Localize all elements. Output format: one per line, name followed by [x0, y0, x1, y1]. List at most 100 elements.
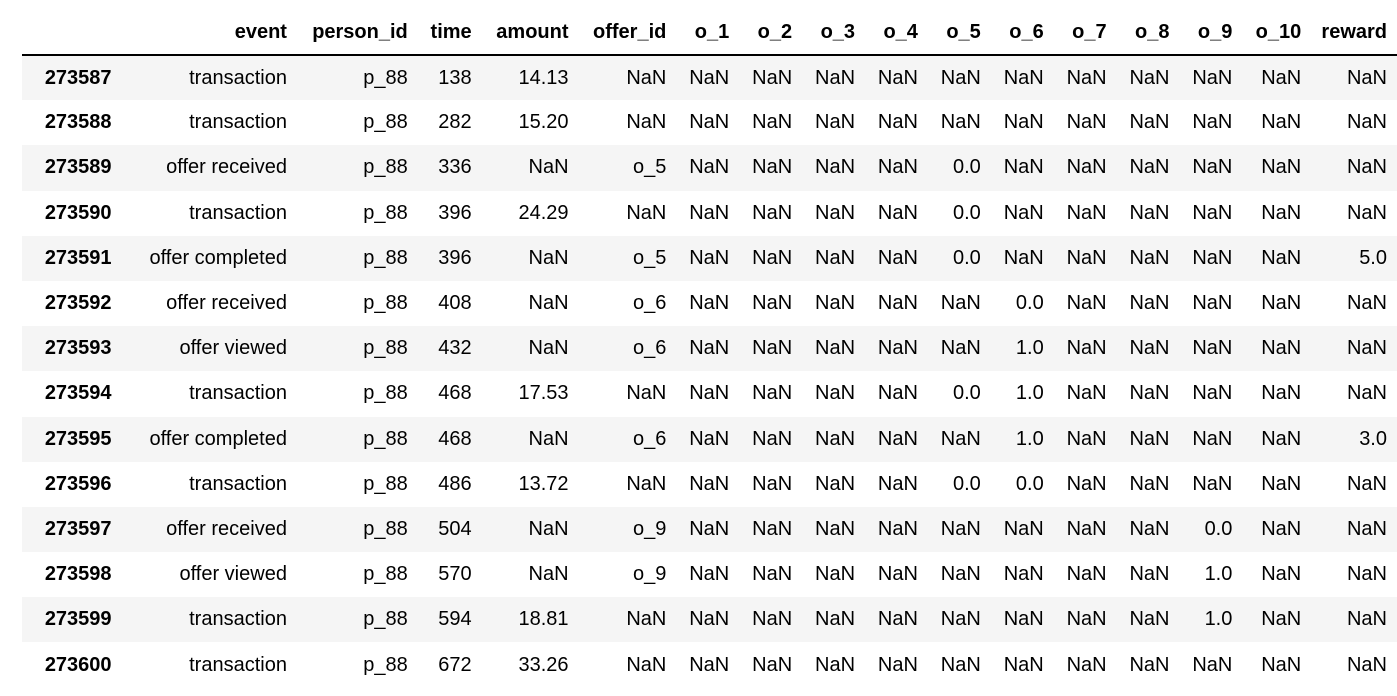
- cell-amount: 17.53: [518, 382, 569, 405]
- cell-amount: NaN: [528, 337, 569, 360]
- cell-o-8: NaN: [1129, 472, 1170, 495]
- table-row: 273591 offer completed p_88 396 NaN o_5 NaN NaN…: [22, 235, 1397, 281]
- cell-o-1: NaN: [689, 66, 730, 89]
- cell-o-2: NaN: [752, 382, 793, 405]
- cell-o-6: NaN: [1003, 517, 1044, 540]
- cell-o-7: NaN: [1066, 292, 1107, 315]
- cell-person-id: p_88: [363, 292, 408, 315]
- cell-person-id: p_88: [363, 156, 408, 179]
- table-row: 273595 offer completed p_88 468 NaN o_6 NaN NaN…: [22, 416, 1397, 462]
- cell-o-7: NaN: [1066, 427, 1107, 450]
- cell-o-10: NaN: [1261, 201, 1302, 224]
- column-header-o-8: o_8: [1116, 10, 1180, 56]
- cell-reward: NaN: [1346, 608, 1387, 631]
- cell-time: 504: [438, 517, 472, 540]
- row-index: 273600: [44, 653, 112, 676]
- cell-o-7: NaN: [1066, 111, 1107, 134]
- cell-o-10: NaN: [1261, 337, 1302, 360]
- cell-o-5: 0.0: [953, 201, 981, 224]
- row-index: 273592: [44, 292, 112, 315]
- table-row: 273588 transaction p_88 282 15.20 NaN NaN NaN Na…: [22, 100, 1397, 146]
- dataframe-container: event person_id time amount offer_id o_1 o_2 o_…: [22, 10, 1397, 688]
- table-row: 273594 transaction p_88 468 17.53 NaN NaN NaN Na…: [22, 371, 1397, 417]
- cell-event: transaction: [189, 653, 287, 676]
- cell-o-4: NaN: [877, 653, 918, 676]
- row-index: 273599: [44, 608, 112, 631]
- row-index: 273594: [44, 382, 112, 405]
- cell-o-9: NaN: [1192, 472, 1233, 495]
- cell-o-8: NaN: [1129, 201, 1170, 224]
- cell-o-10: NaN: [1261, 653, 1302, 676]
- cell-o-3: NaN: [815, 517, 856, 540]
- cell-reward: NaN: [1346, 563, 1387, 586]
- cell-o-6: NaN: [1003, 563, 1044, 586]
- cell-o-3: NaN: [815, 111, 856, 134]
- cell-o-4: NaN: [877, 292, 918, 315]
- cell-o-9: NaN: [1192, 653, 1233, 676]
- cell-amount: 33.26: [518, 653, 569, 676]
- cell-o-10: NaN: [1261, 427, 1302, 450]
- cell-person-id: p_88: [363, 66, 408, 89]
- cell-o-4: NaN: [877, 517, 918, 540]
- cell-event: transaction: [189, 201, 287, 224]
- cell-time: 432: [438, 337, 472, 360]
- cell-o-5: NaN: [940, 608, 981, 631]
- cell-time: 486: [438, 472, 472, 495]
- cell-o-8: NaN: [1129, 111, 1170, 134]
- cell-o-2: NaN: [752, 517, 793, 540]
- cell-time: 570: [438, 563, 472, 586]
- cell-time: 672: [438, 653, 472, 676]
- cell-reward: NaN: [1346, 337, 1387, 360]
- cell-o-6: 0.0: [1015, 472, 1044, 495]
- cell-o-4: NaN: [877, 563, 918, 586]
- cell-o-2: NaN: [752, 292, 793, 315]
- cell-o-3: NaN: [815, 382, 856, 405]
- cell-time: 468: [438, 427, 472, 450]
- cell-o-4: NaN: [877, 608, 918, 631]
- cell-offer-id: NaN: [626, 201, 667, 224]
- cell-offer-id: o_6: [632, 337, 667, 360]
- table-row: 273599 transaction p_88 594 18.81 NaN NaN NaN Na…: [22, 597, 1397, 643]
- cell-o-9: 1.0: [1204, 563, 1233, 586]
- cell-o-7: NaN: [1066, 201, 1107, 224]
- table-body: 273587 transaction p_88 138 14.13 NaN NaN NaN Na…: [22, 55, 1397, 688]
- table-row: 273592 offer received p_88 408 NaN o_6 NaN NaN N…: [22, 280, 1397, 327]
- cell-o-7: NaN: [1066, 66, 1107, 89]
- cell-o-2: NaN: [752, 563, 793, 586]
- cell-o-5: NaN: [940, 427, 981, 450]
- column-header-o-4: o_4: [865, 10, 928, 56]
- cell-o-4: NaN: [877, 201, 918, 224]
- table-row: 273600 transaction p_88 672 33.26 NaN NaN NaN Na…: [22, 642, 1397, 688]
- cell-o-1: NaN: [689, 563, 730, 586]
- cell-offer-id: o_6: [632, 427, 667, 450]
- cell-amount: 18.81: [518, 608, 569, 631]
- cell-o-7: NaN: [1066, 517, 1107, 540]
- cell-o-7: NaN: [1066, 563, 1107, 586]
- cell-offer-id: NaN: [626, 111, 667, 134]
- cell-o-5: 0.0: [953, 382, 981, 405]
- cell-offer-id: o_5: [632, 156, 667, 179]
- cell-o-7: NaN: [1066, 156, 1107, 179]
- cell-event: transaction: [189, 608, 287, 631]
- cell-offer-id: o_9: [632, 563, 667, 586]
- column-header-o-10: o_10: [1242, 10, 1312, 56]
- cell-reward: 5.0: [1359, 246, 1387, 269]
- cell-amount: NaN: [528, 156, 569, 179]
- row-index: 273588: [44, 111, 112, 134]
- cell-event: offer received: [166, 517, 287, 540]
- cell-o-7: NaN: [1066, 337, 1107, 360]
- cell-person-id: p_88: [363, 653, 408, 676]
- table-header: event person_id time amount offer_id o_1 o_2 o_…: [22, 10, 1397, 56]
- cell-offer-id: NaN: [626, 472, 667, 495]
- column-header-o-3: o_3: [802, 10, 866, 56]
- cell-o-5: 0.0: [953, 472, 981, 495]
- cell-o-4: NaN: [877, 472, 918, 495]
- cell-o-2: NaN: [752, 246, 793, 269]
- cell-o-2: NaN: [752, 66, 793, 89]
- cell-o-9: NaN: [1192, 427, 1233, 450]
- column-header-event: event: [121, 10, 297, 56]
- cell-offer-id: o_5: [632, 246, 667, 269]
- cell-person-id: p_88: [363, 382, 408, 405]
- table-row: 273589 offer received p_88 336 NaN o_5 NaN NaN N…: [22, 145, 1397, 191]
- dataframe-table: event person_id time amount offer_id o_1 o_2 o_…: [22, 10, 1397, 688]
